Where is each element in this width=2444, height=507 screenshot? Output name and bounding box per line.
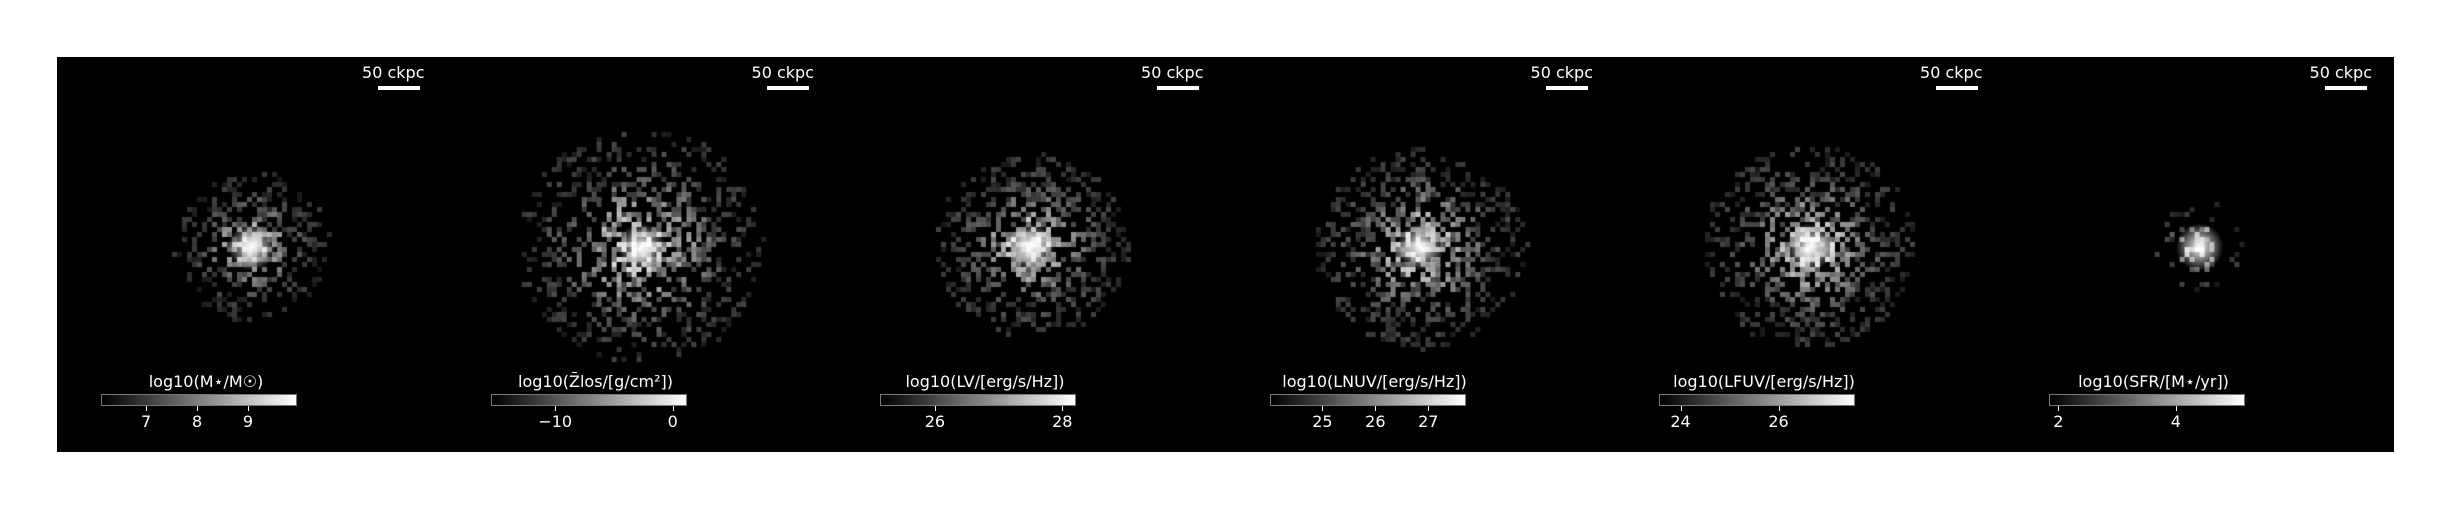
colorbar-tick [2175, 406, 2177, 411]
colorbar-label: log10(Z̄los/[g/cm²]) [518, 372, 673, 391]
colorbar-tick [248, 406, 249, 411]
scale-bar [377, 86, 420, 90]
scale-bar [1156, 86, 1199, 90]
panel-nuv: 50 ckpc log10(LNUV/[erg/s/Hz]) 25 26 27 [1225, 57, 1615, 452]
sfr-map [2004, 57, 2394, 452]
colorbar-tick [934, 406, 936, 411]
colorbar-tick-label: 2 [2053, 412, 2064, 431]
scale-bar [2325, 86, 2367, 90]
metallicity-map [446, 57, 836, 452]
panel-v-band: 50 ckpc log10(LV/[erg/s/Hz]) 26 28 [836, 57, 1226, 452]
colorbar-tick-label: 0 [667, 412, 678, 431]
scale-bar [767, 86, 809, 90]
panel-metallicity: 50 ckpc log10(Z̄los/[g/cm²]) −10 0 [446, 57, 836, 452]
colorbar-tick [197, 406, 199, 411]
colorbar [2048, 394, 2245, 406]
scale-bar-label: 50 ckpc [1141, 63, 1204, 82]
v-band-map [836, 57, 1226, 452]
colorbar-tick [1428, 406, 1430, 411]
colorbar-tick-label: 24 [1670, 412, 1691, 431]
colorbar-tick [1778, 406, 1780, 411]
colorbar-tick [1062, 406, 1064, 411]
colorbar [101, 394, 297, 406]
colorbar [880, 394, 1076, 406]
colorbar-tick [672, 406, 674, 411]
colorbar-tick [146, 406, 148, 411]
colorbar-tick-label: 9 [242, 412, 254, 431]
colorbar-tick [555, 406, 557, 411]
nuv-map [1225, 57, 1615, 452]
colorbar-tick-label: 25 [1312, 412, 1333, 431]
panel-stellar-mass: 50 ckpc log10(M⋆/M☉) 7 8 9 [57, 57, 447, 452]
colorbar-label: log10(LNUV/[erg/s/Hz]) [1282, 372, 1467, 391]
panel-sfr: 50 ckpc log10(SFR/[M⋆/yr]) 2 4 [2004, 57, 2394, 452]
colorbar-tick-label: 4 [2170, 412, 2181, 431]
colorbar-label: log10(LV/[erg/s/Hz]) [905, 372, 1065, 391]
colorbar-tick-label: 26 [924, 412, 946, 431]
colorbar-tick-label: 26 [1365, 412, 1386, 431]
panel-fuv: 50 ckpc log10(LFUV/[erg/s/Hz]) 24 26 [1615, 57, 2005, 452]
colorbar [490, 394, 687, 406]
colorbar-tick-label: 28 [1052, 412, 1073, 431]
colorbar-tick [2058, 406, 2060, 411]
scale-bar-label: 50 ckpc [1920, 63, 1983, 82]
colorbar-tick [1322, 406, 1324, 411]
colorbar-tick [1680, 406, 1682, 411]
colorbar-tick-label: −10 [538, 412, 573, 431]
scale-bar-label: 50 ckpc [2309, 63, 2372, 82]
fuv-map [1615, 57, 2005, 452]
stellar-mass-map [57, 57, 447, 452]
colorbar-tick-label: 7 [140, 412, 152, 431]
colorbar-tick-label: 8 [191, 412, 203, 431]
colorbar [1659, 394, 1855, 406]
scale-bar [1546, 86, 1588, 90]
colorbar-label: log10(M⋆/M☉) [148, 372, 264, 391]
colorbar-label: log10(LFUV/[erg/s/Hz]) [1673, 372, 1855, 391]
colorbar [1269, 394, 1466, 406]
scale-bar-label: 50 ckpc [1530, 63, 1593, 82]
colorbar-tick [1375, 406, 1377, 411]
colorbar-tick-label: 27 [1418, 412, 1439, 431]
colorbar-label: log10(SFR/[M⋆/yr]) [2078, 372, 2229, 391]
scale-bar-label: 50 ckpc [362, 63, 425, 82]
colorbar-tick-label: 26 [1768, 412, 1789, 431]
scale-bar [1935, 86, 1978, 90]
galaxy-panel-strip: 50 ckpc log10(M⋆/M☉) 7 8 9 50 ckpc log10(Z… [57, 57, 2394, 452]
scale-bar-label: 50 ckpc [751, 63, 814, 82]
